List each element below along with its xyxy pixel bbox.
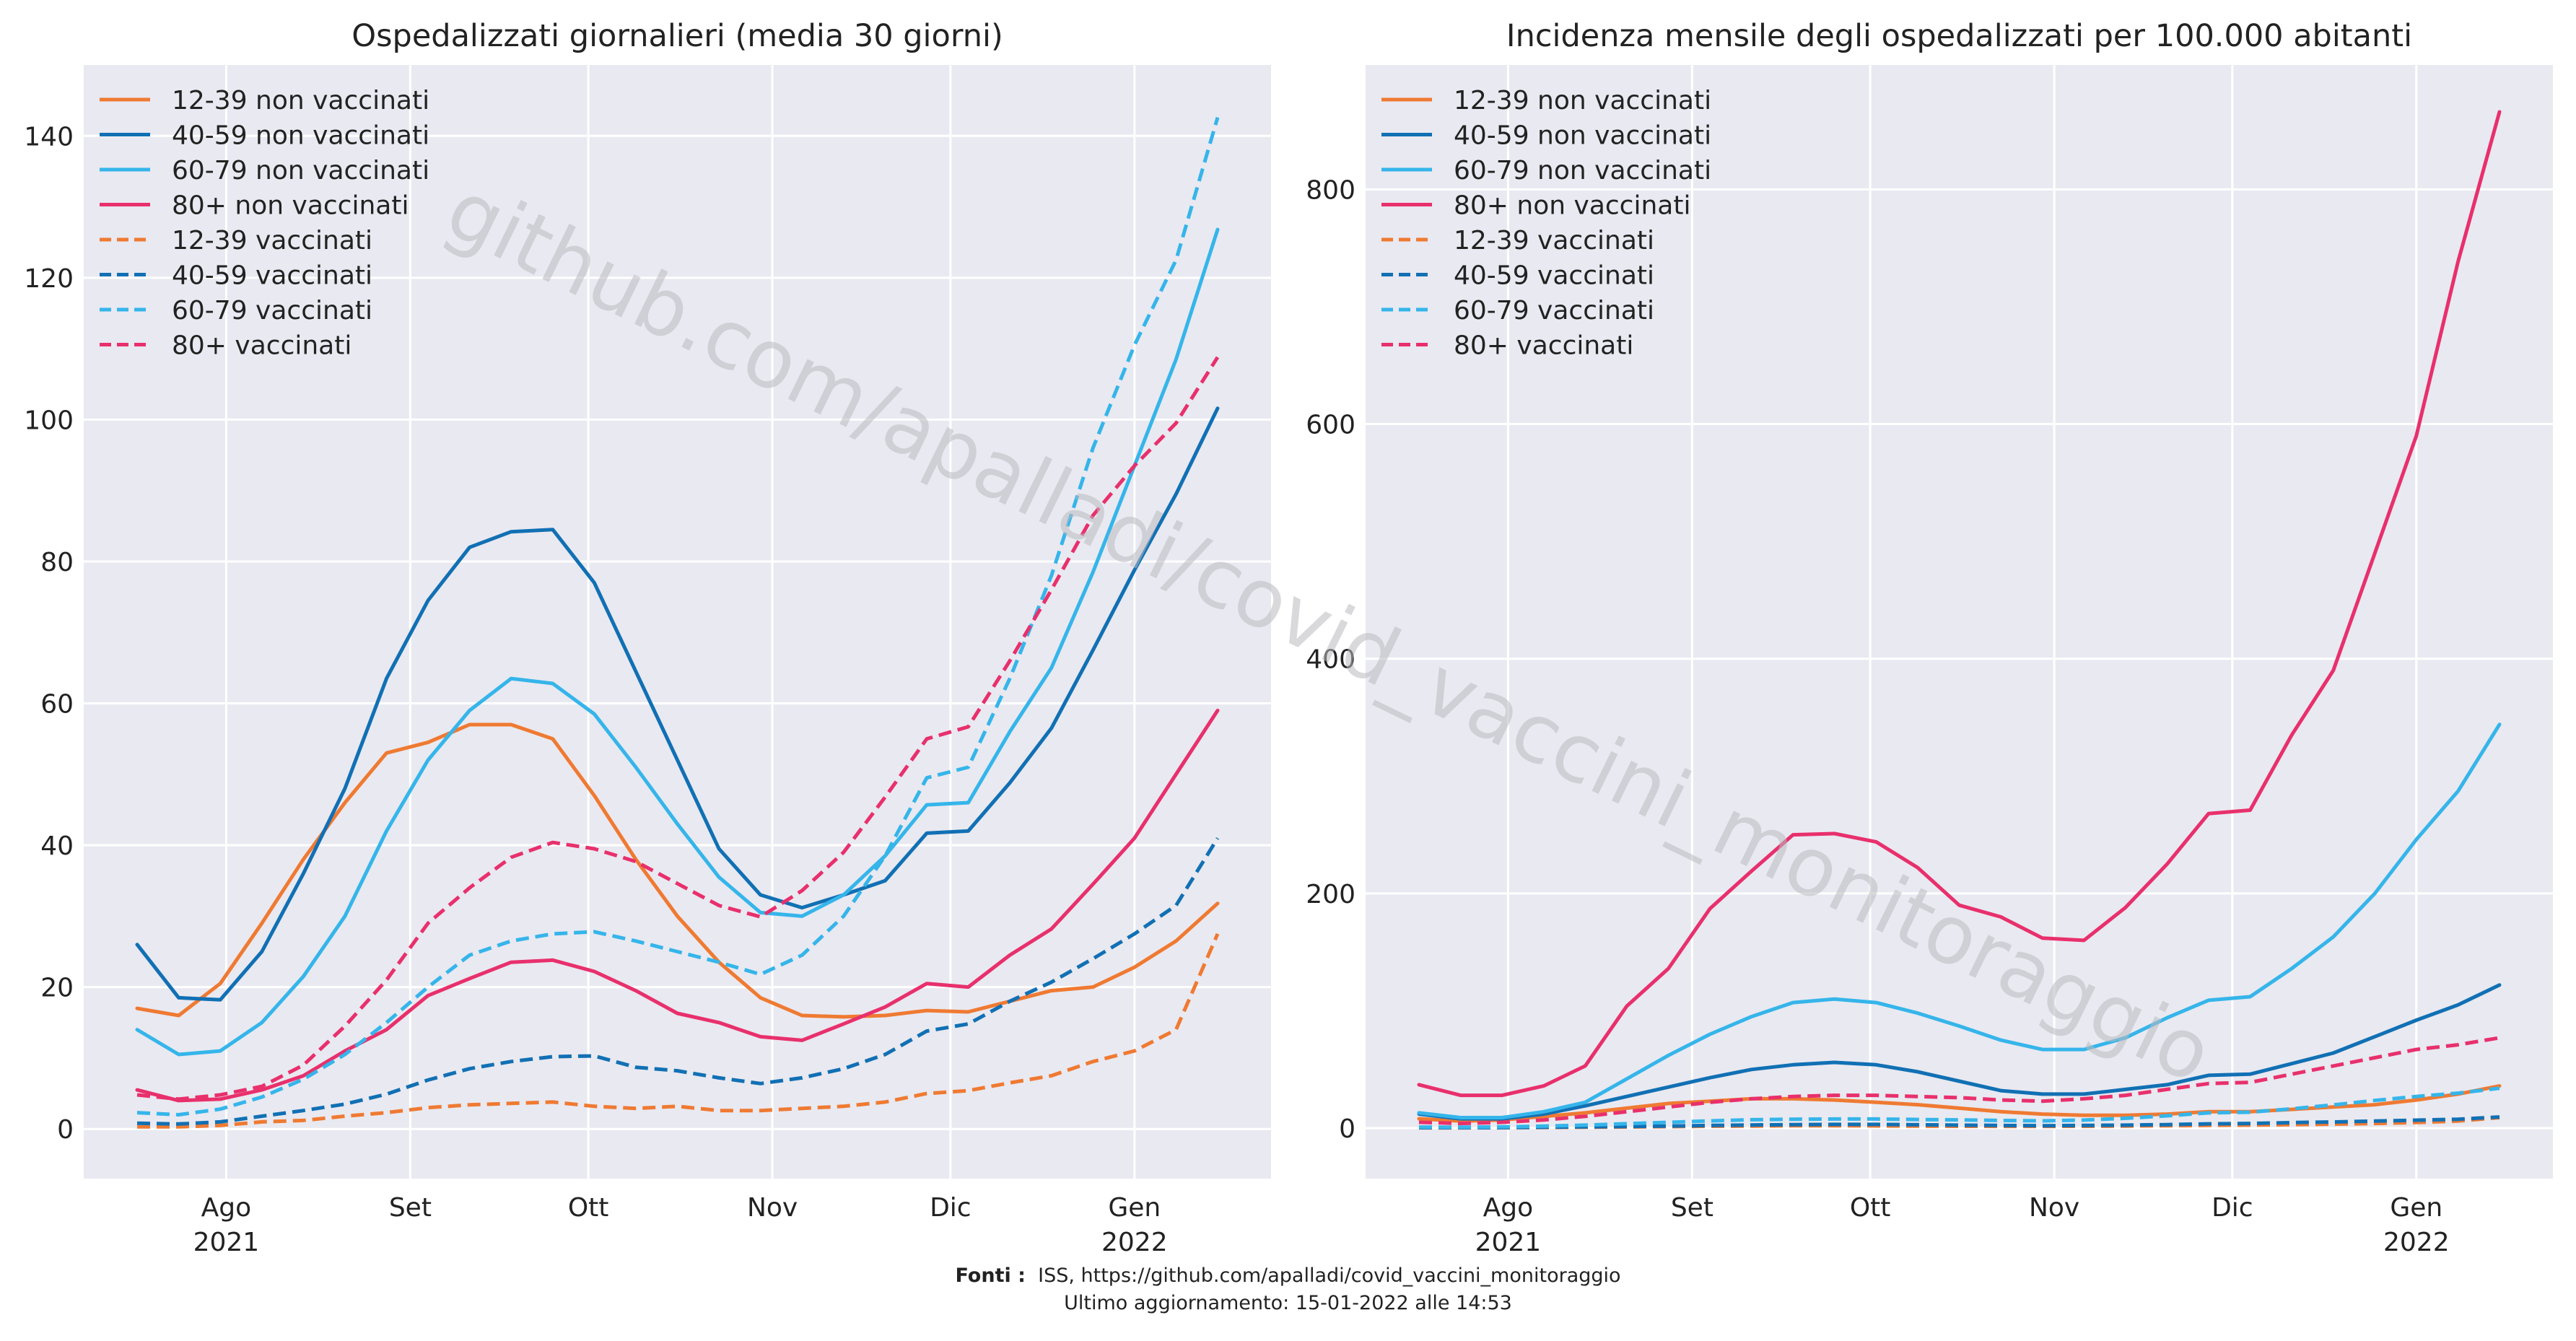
chart-title: Ospedalizzati giornalieri (media 30 gior… — [352, 18, 1003, 54]
series-line — [1417, 722, 2502, 1119]
series-line — [135, 722, 1220, 1019]
y-tick-label: 60 — [40, 690, 74, 720]
series-line — [1418, 1036, 2500, 1126]
plot-area — [1366, 65, 2553, 1179]
x-tick-label: Dic — [2212, 1193, 2253, 1223]
y-tick-label: 600 — [1306, 411, 1355, 440]
x-tick-label: Ott — [1850, 1193, 1891, 1223]
x-tick-year-label: 2022 — [1101, 1228, 1168, 1257]
legend-label: 60-79 non vaccinati — [172, 156, 429, 185]
legend-label: 80+ vaccinati — [1454, 331, 1633, 361]
y-tick-label: 0 — [1339, 1114, 1355, 1144]
legend-label: 12-39 vaccinati — [1454, 226, 1654, 255]
footer-source-line: Fonti : ISS, https://github.com/apalladi… — [0, 1264, 2576, 1287]
y-tick-label: 120 — [24, 264, 74, 294]
y-tick-label: 140 — [24, 122, 74, 152]
x-tick-label: Ago — [201, 1193, 252, 1223]
x-tick-label: Ago — [1483, 1193, 1534, 1223]
x-tick-year-label: 2021 — [193, 1228, 260, 1257]
chart-title: Incidenza mensile degli ospedalizzati pe… — [1506, 18, 2412, 54]
legend-label: 12-39 non vaccinati — [1454, 86, 1711, 115]
y-tick-label: 200 — [1306, 880, 1355, 909]
series-line — [137, 932, 1220, 1129]
series-line — [135, 406, 1220, 1002]
right-chart-panel: 0 200 400 600 800 Ago 2021 Set Ott Nov Dic Gen 2022 I… — [1306, 18, 2553, 1257]
legend-label: 60-79 non vaccinati — [1454, 156, 1711, 185]
series-line — [135, 708, 1220, 1103]
legend-label: 12-39 vaccinati — [172, 226, 372, 255]
series-line — [1419, 1115, 2500, 1130]
series-line — [1418, 1086, 2500, 1130]
series-line — [135, 227, 1220, 1057]
y-tick-label: 40 — [40, 831, 74, 861]
x-tick-label: Set — [389, 1193, 432, 1223]
source-label: Fonti : — [955, 1264, 1026, 1287]
x-tick-label: Set — [1671, 1193, 1713, 1223]
x-tick-label: Nov — [2029, 1193, 2079, 1223]
x-tick-label: Dic — [930, 1193, 972, 1223]
legend-label: 40-59 vaccinati — [1454, 261, 1654, 291]
series-line — [1417, 110, 2502, 1098]
x-tick-label: Gen — [2390, 1193, 2442, 1223]
footer-updated: Ultimo aggiornamento: 15-01-2022 alle 14… — [1064, 1292, 1512, 1314]
y-tick-label: 400 — [1306, 645, 1355, 675]
y-tick-label: 0 — [57, 1115, 74, 1145]
legend-label: 80+ non vaccinati — [172, 191, 409, 221]
series-line — [136, 837, 1220, 1126]
legend-label: 40-59 non vaccinati — [1454, 121, 1711, 151]
y-tick-label: 100 — [24, 406, 74, 435]
legend-label: 80+ vaccinati — [172, 331, 352, 361]
x-tick-label: Ott — [568, 1193, 609, 1223]
y-tick-label: 800 — [1306, 175, 1355, 205]
x-tick-year-label: 2021 — [1475, 1228, 1542, 1257]
legend-label: 80+ non vaccinati — [1454, 191, 1690, 221]
x-tick-year-label: 2022 — [2383, 1228, 2450, 1257]
x-tick-label: Nov — [747, 1193, 798, 1223]
left-chart-panel: 0 20 40 60 80 100 120 140 Ago 2021 Set Ott Nov Dic Gen… — [24, 18, 1271, 1257]
legend-label: 60-79 vaccinati — [172, 296, 372, 326]
x-tick-label: Gen — [1108, 1193, 1161, 1223]
series-line — [136, 117, 1220, 1117]
source-text: ISS, https://github.com/apalladi/covid_v… — [1038, 1264, 1621, 1287]
legend-label: 12-39 non vaccinati — [172, 86, 429, 115]
legend-label: 40-59 non vaccinati — [172, 121, 429, 151]
legend-label: 60-79 vaccinati — [1454, 296, 1654, 326]
y-tick-label: 20 — [40, 974, 74, 1003]
series-line — [1417, 983, 2502, 1121]
series-line — [136, 356, 1220, 1101]
y-tick-label: 80 — [40, 548, 74, 577]
legend-label: 40-59 vaccinati — [172, 261, 372, 291]
